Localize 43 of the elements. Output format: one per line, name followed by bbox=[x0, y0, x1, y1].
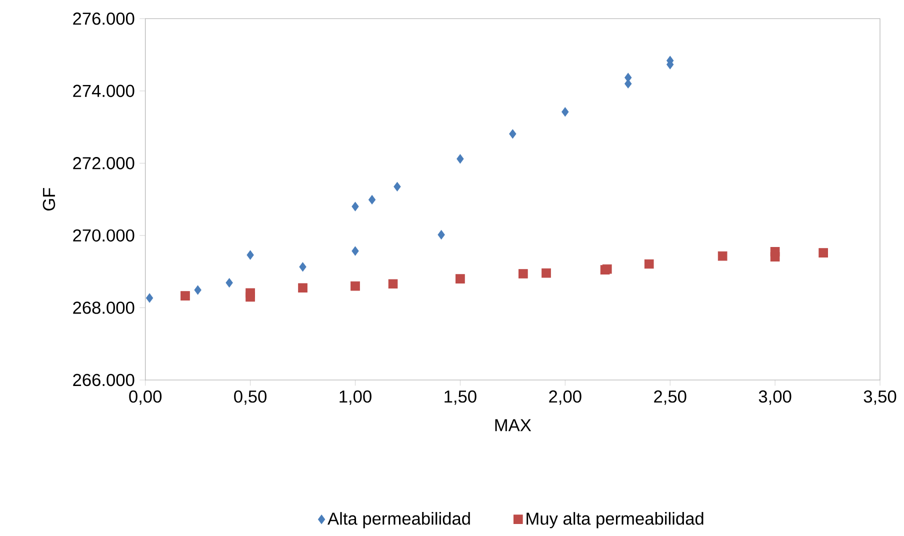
y-tick-label: 276.000 bbox=[73, 12, 134, 25]
y-axis-title: GF bbox=[42, 188, 56, 210]
point bbox=[518, 269, 528, 278]
x-tick-label: 2,50 bbox=[654, 390, 686, 405]
point bbox=[438, 230, 445, 240]
point bbox=[352, 246, 359, 256]
point bbox=[368, 195, 376, 204]
point bbox=[180, 291, 190, 300]
point bbox=[456, 154, 464, 164]
point bbox=[246, 250, 254, 260]
point bbox=[194, 285, 202, 295]
y-tick-label: 270.000 bbox=[73, 229, 134, 242]
point bbox=[542, 268, 551, 278]
point bbox=[146, 293, 154, 303]
x-tick-label: 2,00 bbox=[549, 390, 582, 405]
point bbox=[456, 274, 465, 284]
point bbox=[298, 283, 308, 293]
point bbox=[718, 251, 728, 261]
y-tick-label: 272.000 bbox=[73, 157, 134, 170]
x-axis-title: MAX bbox=[495, 419, 532, 432]
x-tick-label: 0,50 bbox=[234, 390, 266, 405]
point bbox=[299, 262, 306, 272]
point bbox=[350, 281, 360, 291]
point bbox=[818, 248, 828, 258]
point bbox=[509, 129, 516, 139]
x-tick-label: 3,00 bbox=[758, 390, 792, 405]
legend-label: Muy alta permeabilidad bbox=[526, 512, 704, 528]
y-tick-label: 266.000 bbox=[73, 374, 134, 386]
y-tick-label: 268.000 bbox=[73, 302, 134, 314]
legend-label: Alta permeabilidad bbox=[328, 512, 470, 528]
point bbox=[770, 252, 780, 262]
x-tick-label: 0,00 bbox=[129, 390, 162, 405]
point bbox=[562, 107, 569, 117]
y-tick-label: 274.000 bbox=[73, 84, 134, 98]
point bbox=[394, 182, 401, 192]
x-tick-label: 3,50 bbox=[864, 390, 896, 405]
x-tick-label: 1,00 bbox=[340, 390, 372, 405]
point bbox=[246, 292, 255, 302]
point bbox=[644, 259, 654, 269]
point bbox=[352, 202, 359, 212]
point bbox=[388, 279, 398, 289]
point bbox=[226, 278, 233, 288]
x-tick-label: 1,50 bbox=[444, 390, 476, 405]
